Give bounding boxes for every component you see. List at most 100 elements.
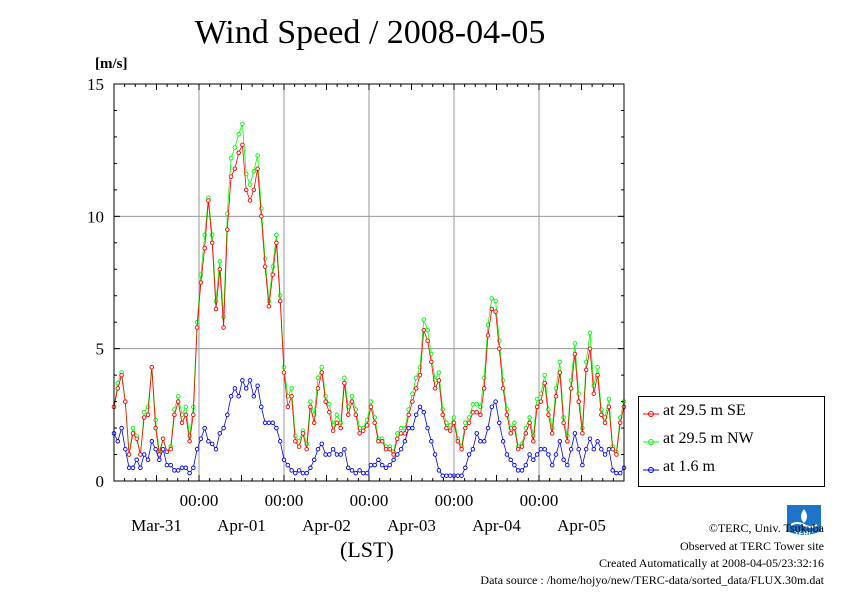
data-point-low [153, 446, 158, 452]
data-point-nw [546, 407, 551, 412]
data-point-se [440, 412, 445, 418]
data-point-low [206, 439, 211, 444]
data-point-low [421, 409, 427, 415]
data-point-nw [410, 391, 415, 396]
data-point-se [489, 306, 495, 312]
data-point-se [115, 386, 121, 391]
data-point-low [436, 468, 442, 473]
data-point-se [565, 439, 570, 444]
x-date-label: Apr-04 [472, 516, 521, 535]
data-point-low [553, 452, 559, 457]
data-point-nw [145, 404, 151, 410]
data-point-low [304, 470, 309, 476]
data-point-se [455, 439, 461, 444]
grid-lines [114, 84, 624, 481]
data-point-low [583, 446, 589, 452]
data-point-se [591, 391, 597, 396]
data-point-low [285, 462, 291, 468]
x-date-label: Apr-01 [217, 516, 266, 535]
data-point-se [546, 412, 551, 418]
data-point-low [379, 462, 385, 468]
data-point-nw [527, 415, 532, 420]
legend-marker-low [643, 467, 659, 473]
data-point-se [209, 240, 215, 246]
data-point-se [474, 409, 479, 415]
data-point-nw [421, 317, 427, 322]
data-point-nw [440, 407, 445, 412]
data-point-nw [436, 370, 442, 375]
data-point-nw [463, 420, 468, 426]
data-point-se [398, 431, 404, 436]
data-point-low [519, 468, 525, 473]
data-point-se [444, 425, 449, 431]
data-point-se [315, 386, 321, 391]
data-point-low [546, 452, 551, 457]
data-point-se [323, 399, 328, 404]
data-point-low [402, 439, 408, 444]
data-point-se [221, 325, 226, 330]
data-point-se [262, 264, 268, 269]
data-point-se [527, 420, 532, 426]
data-point-se [255, 166, 260, 171]
terc-logo: TERC [787, 505, 821, 538]
data-point-low [327, 452, 332, 457]
data-point-se [274, 240, 279, 246]
data-point-nw [236, 132, 241, 137]
data-point-se [368, 404, 374, 410]
data-point-se [508, 431, 513, 436]
logo-text: TERC [794, 531, 813, 538]
data-point-low [395, 452, 400, 457]
series-se [111, 142, 627, 457]
data-point-low [549, 462, 555, 468]
data-point-se [202, 245, 207, 251]
data-point-nw [395, 431, 400, 436]
data-point-low [429, 439, 434, 444]
data-point-se [376, 439, 381, 444]
data-point-se [451, 420, 457, 426]
x-date-label: Apr-03 [387, 516, 436, 535]
data-point-se [466, 420, 472, 426]
data-point-low [493, 399, 498, 404]
data-point-se [402, 431, 408, 436]
data-point-low [432, 452, 438, 457]
credit-site: Observed at TERC Tower site [679, 539, 824, 553]
data-point-se [497, 346, 502, 351]
data-point-low [565, 462, 570, 468]
data-point-nw [217, 259, 223, 264]
series-layer [111, 121, 627, 478]
data-point-low [531, 457, 536, 463]
data-point-se [534, 404, 540, 410]
data-point-low [289, 468, 294, 473]
data-point-se [353, 412, 359, 418]
data-point-low [281, 457, 287, 463]
data-point-se [470, 409, 476, 415]
data-point-se [247, 198, 253, 203]
data-point-low [599, 446, 604, 452]
data-point-se [191, 412, 196, 418]
data-point-se [395, 436, 400, 441]
data-point-se [338, 425, 343, 431]
data-point-se [123, 399, 128, 404]
data-point-low [534, 452, 540, 457]
data-point-se [515, 446, 521, 452]
data-point-low [425, 425, 430, 431]
data-point-se [138, 452, 143, 457]
data-point-low [497, 420, 502, 426]
data-point-low [179, 465, 185, 471]
data-point-nw [255, 153, 260, 158]
data-point-low [293, 470, 298, 476]
data-point-nw [542, 372, 547, 378]
data-point-se [345, 412, 351, 418]
data-point-nw [512, 420, 517, 426]
data-point-nw [413, 375, 419, 381]
credit-copyright: ©TERC, Univ. Tsukuba [708, 521, 824, 535]
data-point-se [206, 198, 211, 203]
data-point-low [157, 457, 162, 463]
data-point-se [447, 428, 453, 433]
data-point-low [357, 468, 362, 473]
data-point-low [221, 425, 226, 431]
data-point-low [338, 452, 343, 457]
data-point-low [183, 465, 189, 471]
data-point-low [243, 386, 249, 391]
data-point-se [213, 306, 219, 312]
